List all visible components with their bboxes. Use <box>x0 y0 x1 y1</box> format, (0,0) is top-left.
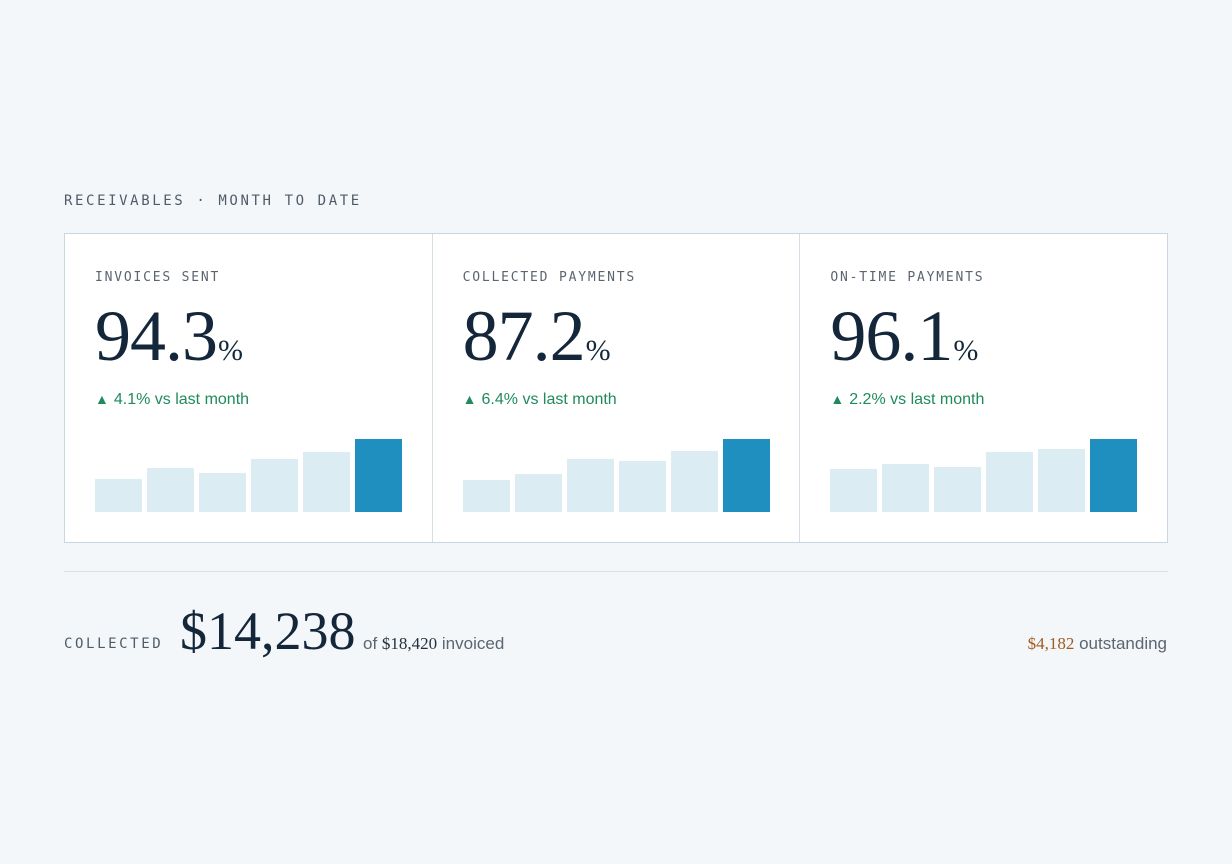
divider <box>64 571 1168 572</box>
sparkline-bars <box>830 432 1138 512</box>
sparkline-bar <box>618 461 666 512</box>
card-value-number: 87.2 <box>462 296 586 376</box>
invoiced-prefix: of <box>363 634 378 653</box>
card-value: 96.1% <box>830 300 978 372</box>
outstanding-amount: $4,182 <box>1027 634 1075 653</box>
sparkline-bar <box>566 459 614 512</box>
section-title: RECEIVABLES · MONTH TO DATE <box>64 193 362 209</box>
sparkline-bar <box>199 473 246 512</box>
card-value-unit: % <box>953 334 979 367</box>
kpi-card-on-time-payments[interactable]: ON-TIME PAYMENTS 96.1% ▲ 2.2% vs last mon… <box>800 234 1167 542</box>
sparkline-bar <box>670 451 718 512</box>
sparkline-bar <box>462 480 510 512</box>
collected-label: COLLECTED <box>64 636 164 652</box>
sparkline-bar <box>986 452 1034 512</box>
card-value-number: 96.1 <box>830 296 953 376</box>
card-value-number: 94.3 <box>95 296 218 376</box>
card-delta-text: 6.4% vs last month <box>481 391 617 408</box>
trend-up-icon: ▲ <box>830 391 845 407</box>
outstanding-summary: $4,182 outstanding <box>1028 634 1167 654</box>
invoiced-amount: $18,420 <box>381 634 438 653</box>
invoiced-summary: of $18,420 invoiced <box>363 634 504 654</box>
sparkline-bar <box>251 459 298 512</box>
card-value-unit: % <box>218 334 243 367</box>
trend-up-icon: ▲ <box>95 391 109 407</box>
kpi-card-invoices-sent[interactable]: INVOICES SENT 94.3% ▲ 4.1% vs last month <box>65 234 433 542</box>
card-delta: ▲ 6.4% vs last month <box>463 391 617 409</box>
card-delta-text: 2.2% vs last month <box>849 391 985 408</box>
invoiced-suffix: invoiced <box>441 634 505 653</box>
card-label: COLLECTED PAYMENTS <box>462 270 636 285</box>
sparkline-bar <box>147 468 194 512</box>
sparkline-bar-current <box>1090 439 1138 512</box>
sparkline-bars <box>95 432 402 512</box>
sparkline-bar-current <box>722 439 770 512</box>
kpi-cards: INVOICES SENT 94.3% ▲ 4.1% vs last month … <box>64 233 1168 543</box>
kpi-card-collected-payments[interactable]: COLLECTED PAYMENTS 87.2% ▲ 6.4% vs last m… <box>433 234 801 542</box>
sparkline-bar <box>514 474 562 512</box>
sparkline-bar <box>934 467 982 512</box>
card-label: ON-TIME PAYMENTS <box>830 270 985 285</box>
card-delta-text: 4.1% vs last month <box>113 391 250 408</box>
sparkline-bar <box>303 452 350 512</box>
collected-amount: $14,238 <box>180 601 356 661</box>
sparkline-bar-current <box>355 439 402 512</box>
trend-up-icon: ▲ <box>462 391 477 407</box>
outstanding-label: outstanding <box>1079 634 1167 653</box>
sparkline-bar <box>1038 449 1086 512</box>
sparkline-bar <box>95 479 142 512</box>
sparkline-bars <box>462 432 770 512</box>
card-delta: ▲ 4.1% vs last month <box>95 391 249 409</box>
card-delta: ▲ 2.2% vs last month <box>830 391 984 409</box>
card-value: 94.3% <box>95 300 243 372</box>
sparkline-bar <box>882 464 930 512</box>
card-value: 87.2% <box>463 300 611 372</box>
sparkline-bar <box>830 469 878 512</box>
card-value-unit: % <box>585 334 611 367</box>
card-label: INVOICES SENT <box>95 270 221 285</box>
